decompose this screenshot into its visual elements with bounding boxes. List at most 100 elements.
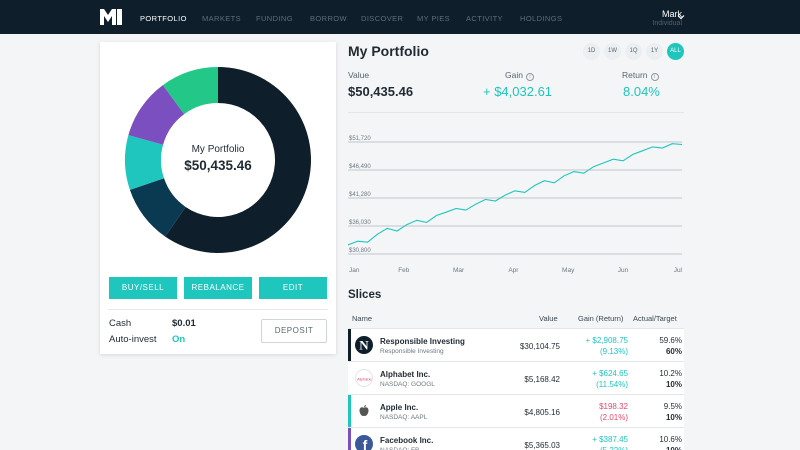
donut-segment[interactable] xyxy=(129,178,186,237)
range-1y-button[interactable]: 1Y xyxy=(646,43,663,60)
x-tick-label: Mar xyxy=(453,267,465,274)
nav-my-pies[interactable]: MY PIES xyxy=(417,14,451,23)
table-row[interactable]: N Responsible Investing Responsible Inve… xyxy=(348,328,684,362)
info-icon[interactable]: i xyxy=(650,73,659,81)
slice-actual: 10.2% xyxy=(659,369,682,378)
slice-target: 10% xyxy=(665,413,682,422)
slice-color-bar xyxy=(348,428,351,450)
cash-label: Cash xyxy=(109,318,132,329)
edit-button[interactable]: EDIT xyxy=(259,277,327,299)
x-tick-label: May xyxy=(562,267,575,274)
nav-borrow[interactable]: BORROW xyxy=(310,14,347,23)
x-tick-label: Apr xyxy=(508,267,519,274)
apple-logo-icon xyxy=(355,402,373,420)
portfolio-card: My Portfolio $50,435.46 BUY/SELL REBALAN… xyxy=(100,42,336,354)
user-name: Mark xyxy=(662,9,682,19)
x-tick-label: Jul xyxy=(674,267,683,274)
nav-holdings[interactable]: HOLDINGS xyxy=(520,14,563,23)
donut-title: My Portfolio xyxy=(191,144,245,155)
slice-name[interactable]: Facebook Inc. xyxy=(380,436,434,445)
donut-segment[interactable] xyxy=(165,67,311,254)
nav-discover[interactable]: DISCOVER xyxy=(361,14,404,23)
slice-gain-percent: (2.01%) xyxy=(599,413,628,422)
facebook-logo-icon: f xyxy=(355,435,373,450)
range-1q-button[interactable]: 1Q xyxy=(625,43,642,60)
donut-segment[interactable] xyxy=(128,85,185,145)
slice-value: $5,365.03 xyxy=(524,441,560,450)
slice-gain-percent: (9.13%) xyxy=(599,347,628,356)
table-row[interactable]: Apple Inc. NASDAQ: AAPL $4,805.16 $198.3… xyxy=(348,394,684,428)
m1-logo-icon[interactable] xyxy=(100,9,122,25)
portfolio-gain: + $4,032.61 xyxy=(483,84,553,99)
slice-name[interactable]: Apple Inc. xyxy=(380,403,419,412)
nav-funding[interactable]: FUNDING xyxy=(256,14,293,23)
return-label-wrap: Return i xyxy=(622,70,659,81)
col-header-value[interactable]: Value xyxy=(539,314,558,323)
y-tick-label: $51,720 xyxy=(349,136,371,142)
slice-gain: + $624.65 xyxy=(592,369,628,378)
gain-label-wrap: Gain i xyxy=(505,70,534,81)
autoinvest-label: Auto-invest xyxy=(109,334,157,345)
slice-value: $30,104.75 xyxy=(519,342,560,351)
col-header-name[interactable]: Name xyxy=(352,314,373,323)
slice-name[interactable]: Alphabet Inc. xyxy=(380,370,431,379)
svg-text:f: f xyxy=(363,437,368,450)
chevron-down-icon[interactable] xyxy=(677,13,685,21)
return-label: Return xyxy=(622,70,648,80)
alphabet-logo-icon: Alphabet xyxy=(355,369,373,387)
slice-color-bar xyxy=(348,362,351,395)
nav-portfolio[interactable]: PORTFOLIO xyxy=(140,14,187,23)
top-nav: PORTFOLIO MARKETS FUNDING BORROW DISCOVE… xyxy=(0,0,800,34)
slice-subtitle: NASDAQ: AAPL xyxy=(380,414,428,421)
col-header-actual-target[interactable]: Actual/Target xyxy=(633,314,677,323)
user-menu[interactable]: Mark Individual xyxy=(652,9,682,27)
slices-title: Slices xyxy=(348,289,382,301)
rebalance-button[interactable]: REBALANCE xyxy=(184,277,252,299)
range-all-button[interactable]: ALL xyxy=(667,43,684,60)
page-title: My Portfolio xyxy=(348,43,429,59)
slice-target: 10% xyxy=(665,380,682,389)
table-row[interactable]: Alphabet Alphabet Inc. NASDAQ: GOOGL $5,… xyxy=(348,361,684,395)
y-tick-label: $36,030 xyxy=(349,220,371,226)
slice-name[interactable]: Responsible Investing xyxy=(380,337,465,346)
performance-series-line[interactable] xyxy=(348,143,683,246)
portfolio-return: 8.04% xyxy=(623,84,660,99)
range-1w-button[interactable]: 1W xyxy=(604,43,621,60)
performance-line-chart[interactable]: $51,720 $46,490 $41,280 $36,030 $30,800 Jan Fe… xyxy=(348,134,684,278)
nav-activity[interactable]: ACTIVITY xyxy=(466,14,503,23)
range-1d-button[interactable]: 1D xyxy=(583,43,600,60)
svg-text:Alphabet: Alphabet xyxy=(357,377,373,382)
slice-gain: $198.32 xyxy=(599,402,628,411)
donut-segment[interactable] xyxy=(162,67,218,115)
x-tick-label: Jun xyxy=(618,267,629,274)
donut-segment[interactable] xyxy=(125,135,165,190)
slice-gain-percent: (5.22%) xyxy=(600,446,628,450)
y-tick-label: $30,800 xyxy=(349,248,371,254)
slice-subtitle: Responsible Investing xyxy=(380,348,444,355)
slice-actual: 10.6% xyxy=(659,435,682,444)
responsible-investing-logo-icon: N xyxy=(355,336,373,354)
autoinvest-value[interactable]: On xyxy=(172,334,186,345)
slice-value: $4,805.16 xyxy=(524,408,560,417)
stats-divider xyxy=(348,112,684,113)
x-tick-label: Feb xyxy=(398,267,410,274)
slice-value: $5,168.42 xyxy=(524,375,560,384)
buy-sell-button[interactable]: BUY/SELL xyxy=(109,277,177,299)
cash-value: $0.01 xyxy=(172,318,196,329)
nav-markets[interactable]: MARKETS xyxy=(202,14,242,23)
svg-text:N: N xyxy=(359,338,369,353)
deposit-button[interactable]: DEPOSIT xyxy=(261,319,327,343)
slice-actual: 9.5% xyxy=(663,402,682,411)
portfolio-donut-chart[interactable] xyxy=(124,66,312,254)
col-header-gain[interactable]: Gain (Return) xyxy=(578,314,624,323)
info-icon[interactable]: i xyxy=(525,73,534,81)
slice-color-bar xyxy=(348,329,351,362)
card-divider xyxy=(108,309,328,310)
slice-gain: + $387.45 xyxy=(592,435,628,444)
slice-subtitle: NASDAQ: GOOGL xyxy=(380,381,435,388)
gain-label: Gain xyxy=(505,70,523,80)
slice-actual: 59.6% xyxy=(659,336,682,345)
donut-value: $50,435.46 xyxy=(184,158,252,173)
table-row[interactable]: f Facebook Inc. NASDAQ: FB $5,365.03 + $… xyxy=(348,427,684,450)
portfolio-value: $50,435.46 xyxy=(348,84,414,99)
